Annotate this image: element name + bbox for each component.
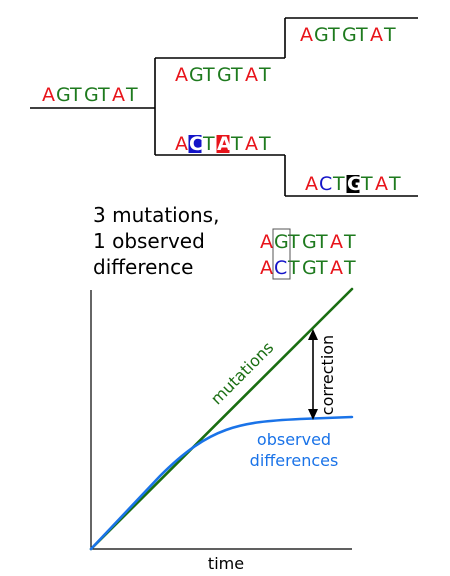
chart: correction mutations observed difference…: [89, 287, 354, 573]
nucleotide-letter: T: [287, 257, 300, 279]
tree-branches: [30, 17, 418, 197]
nucleotide-letter: A: [42, 84, 55, 106]
summary-line-2: 1 observed: [93, 229, 205, 253]
nucleotide-letter: G: [189, 64, 204, 86]
mutations-line: [89, 287, 354, 551]
nucleotide-letter: A: [375, 173, 388, 195]
letter-highlight: [346, 175, 360, 193]
nucleotide-letter: T: [332, 173, 345, 195]
nucleotide-letter: T: [69, 84, 82, 106]
letter-highlight: [188, 135, 202, 153]
nucleotide-letter: A: [330, 257, 343, 279]
nucleotide-letter: A: [245, 133, 258, 155]
comparison-box: [272, 228, 291, 280]
nucleotide-letter: T: [343, 231, 356, 253]
nucleotide-letter: A: [260, 257, 273, 279]
nucleotide-letter: T: [230, 64, 243, 86]
nucleotide-letter: G: [302, 257, 317, 279]
sequence-lower-leaf: A C T GT A T: [305, 173, 401, 195]
summary-line-1: 3 mutations,: [93, 203, 219, 227]
nucleotide-letter: T: [388, 173, 401, 195]
nucleotide-letter: T: [355, 24, 368, 46]
nucleotide-letter: G: [274, 231, 289, 253]
nucleotide-letter: T: [125, 84, 138, 106]
nucleotide-letter: C: [189, 133, 203, 155]
nucleotide-letter: T: [258, 133, 271, 155]
nucleotide-letter: G: [84, 84, 99, 106]
nucleotide-letter: A: [245, 64, 258, 86]
nucleotide-letter: A: [175, 64, 188, 86]
correction-arrow: [308, 329, 318, 420]
nucleotide-letter: A: [175, 133, 188, 155]
nucleotide-letter: A: [300, 24, 313, 46]
nucleotide-letter: A: [330, 231, 343, 253]
nucleotide-letter: G: [302, 231, 317, 253]
nucleotide-letter: A: [112, 84, 125, 106]
correction-label: correction: [318, 335, 337, 415]
nucleotide-letter: C: [319, 173, 332, 195]
nucleotide-letter: C: [274, 257, 287, 279]
summary-line-3: difference: [93, 255, 193, 279]
nucleotide-letter: G: [342, 24, 357, 46]
nucleotide-letter: A: [260, 231, 273, 253]
observed-label-line-1: observed: [257, 430, 331, 449]
nucleotide-letter: T: [230, 133, 243, 155]
nucleotide-letter: G: [56, 84, 71, 106]
nucleotide-letter: T: [287, 231, 300, 253]
nucleotide-letter: T: [258, 64, 271, 86]
x-axis-label: time: [208, 554, 244, 573]
nucleotide-letter: A: [305, 173, 318, 195]
nucleotide-letter: T: [97, 84, 110, 106]
nucleotide-letter: T: [343, 257, 356, 279]
nucleotide-letter: G: [347, 173, 363, 195]
nucleotide-letter: T: [202, 133, 215, 155]
nucleotide-letter: G: [314, 24, 329, 46]
observed-differences-curve: [89, 415, 354, 551]
nucleotide-letter: A: [217, 133, 232, 155]
nucleotide-letter: T: [315, 257, 328, 279]
nucleotide-letter: T: [202, 64, 215, 86]
observed-label-line-2: differences: [250, 451, 339, 470]
nucleotide-letter: A: [370, 24, 383, 46]
nucleotide-letter: T: [383, 24, 396, 46]
letter-highlight: [216, 135, 230, 153]
nucleotide-letter: G: [217, 64, 232, 86]
nucleotide-letter: T: [360, 173, 373, 195]
nucleotide-letter: T: [315, 231, 328, 253]
nucleotide-letter: T: [327, 24, 340, 46]
